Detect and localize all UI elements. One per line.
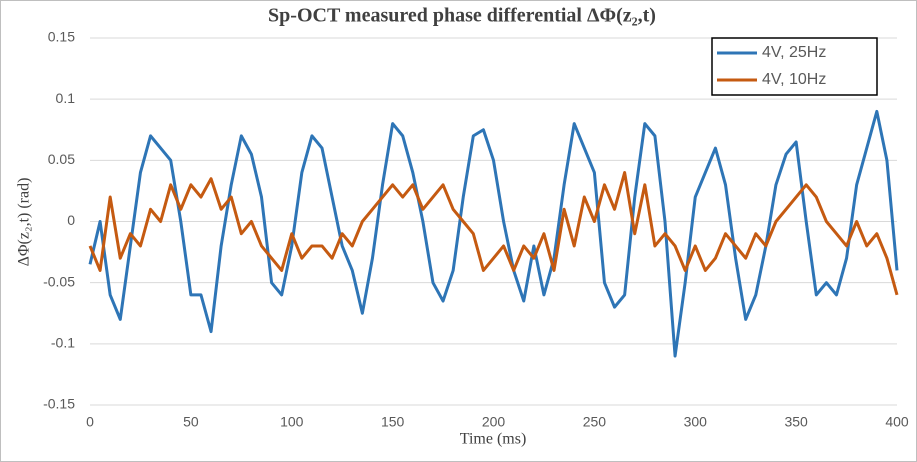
y-tick-label: -0.1 — [51, 335, 75, 351]
x-tick-label: 150 — [381, 414, 405, 430]
legend-label: 4V, 10Hz — [762, 71, 826, 88]
x-tick-label: 50 — [183, 414, 199, 430]
data-line — [88, 171, 899, 296]
x-tick-label: 200 — [482, 414, 506, 430]
x-tick-label: 100 — [280, 414, 304, 430]
x-tick-label: 300 — [684, 414, 708, 430]
y-tick-label: -0.05 — [43, 273, 75, 289]
y-tick-label: -0.15 — [43, 396, 75, 412]
x-tick-label: 0 — [86, 414, 94, 430]
legend-label: 4V, 25Hz — [762, 44, 826, 61]
y-axis-label: ΔΦ(z₂,t) (rad) — [16, 178, 33, 267]
chart-title: Sp-OCT measured phase differential ΔΦ(z₂… — [268, 5, 656, 27]
y-tick-label: 0.15 — [48, 29, 75, 45]
x-axis-label: Time (ms) — [460, 431, 527, 448]
y-tick-label: 0.05 — [48, 151, 75, 167]
y-tick-label: 0.1 — [56, 90, 76, 106]
x-tick-label: 250 — [583, 414, 607, 430]
y-tick-label: 0 — [67, 212, 75, 228]
data-line — [88, 109, 899, 358]
x-tick-label: 400 — [885, 414, 909, 430]
legend-box — [711, 37, 878, 96]
x-tick-label: 350 — [784, 414, 808, 430]
